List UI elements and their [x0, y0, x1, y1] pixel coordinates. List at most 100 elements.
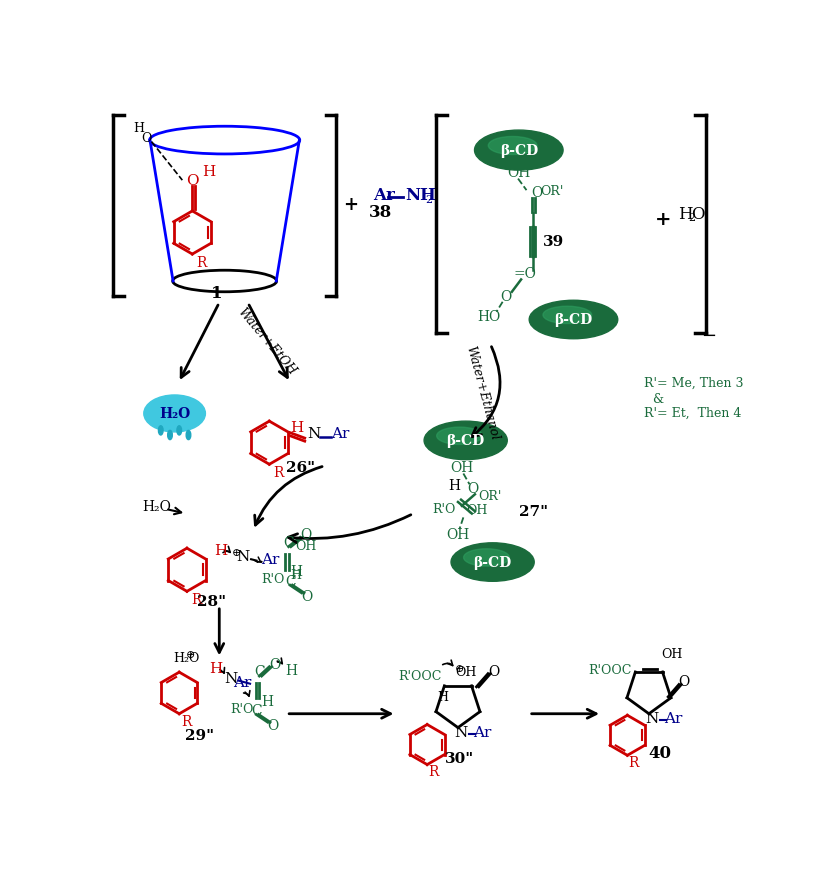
Text: O: O [186, 174, 198, 188]
Text: O: O [142, 131, 152, 144]
Text: O: O [301, 589, 313, 603]
Text: N: N [645, 711, 658, 726]
Text: +: + [654, 211, 671, 229]
Text: OH: OH [507, 167, 530, 180]
Text: −: − [700, 327, 716, 345]
Text: C: C [285, 574, 296, 588]
Text: C: C [283, 535, 294, 549]
Text: Water+EtOH: Water+EtOH [235, 305, 299, 377]
Text: 40: 40 [648, 744, 672, 761]
Text: H₂O: H₂O [142, 500, 171, 513]
Text: R'O: R'O [433, 502, 456, 515]
Text: ⊕: ⊕ [185, 649, 195, 659]
Text: O: O [691, 206, 705, 222]
Text: R: R [182, 714, 192, 727]
Text: N: N [454, 726, 468, 740]
Text: R'= Me, Then 3: R'= Me, Then 3 [644, 377, 744, 390]
Text: OH: OH [295, 539, 316, 552]
Text: O: O [268, 719, 279, 733]
Text: Ar: Ar [373, 187, 395, 204]
Text: H: H [291, 421, 304, 435]
Text: 26": 26" [286, 461, 315, 475]
Text: H: H [134, 122, 145, 136]
Ellipse shape [451, 543, 534, 581]
Text: OH: OH [467, 503, 488, 517]
Text: O: O [531, 186, 542, 200]
Text: H: H [285, 663, 297, 677]
Text: &: & [653, 392, 664, 405]
Ellipse shape [543, 307, 591, 324]
Text: R'O: R'O [262, 573, 285, 586]
Text: R'OOC: R'OOC [398, 669, 441, 682]
Text: 1: 1 [211, 284, 223, 302]
Ellipse shape [168, 431, 173, 440]
Text: 2: 2 [689, 213, 695, 223]
Text: OR': OR' [540, 184, 563, 198]
Text: H: H [202, 165, 216, 179]
Text: β-CD: β-CD [554, 313, 592, 327]
Text: Ar: Ar [233, 675, 252, 689]
Text: ⊕: ⊕ [455, 663, 464, 672]
Text: R: R [273, 465, 284, 479]
Text: R: R [191, 593, 202, 606]
Text: Ar: Ar [473, 726, 491, 740]
Text: R'OOC: R'OOC [589, 663, 632, 676]
Text: H: H [437, 690, 448, 703]
Text: ⊕: ⊕ [231, 548, 241, 557]
Ellipse shape [529, 301, 618, 339]
Ellipse shape [144, 395, 206, 432]
Ellipse shape [488, 137, 537, 155]
Ellipse shape [437, 428, 482, 445]
Text: C: C [254, 664, 264, 679]
Text: β-CD: β-CD [447, 434, 485, 448]
Text: NH: NH [406, 187, 436, 204]
Text: 28": 28" [197, 594, 226, 608]
Text: R'= Et,  Then 4: R'= Et, Then 4 [644, 406, 742, 419]
Text: R: R [428, 765, 439, 779]
Text: H: H [261, 694, 273, 708]
Text: 2: 2 [425, 195, 432, 206]
Text: H: H [291, 568, 301, 581]
Text: R'O: R'O [230, 702, 254, 715]
Text: N: N [307, 427, 320, 441]
Text: H₂O: H₂O [173, 651, 199, 664]
Text: OH: OH [662, 648, 683, 660]
Text: H: H [678, 206, 692, 222]
Text: O: O [679, 674, 690, 688]
Text: H₂O: H₂O [159, 407, 190, 421]
Text: O: O [500, 290, 511, 304]
Text: R: R [197, 255, 206, 269]
Text: 38: 38 [369, 204, 392, 221]
Text: O: O [300, 528, 311, 541]
Text: H: H [449, 478, 460, 493]
Text: Water+Ethanol: Water+Ethanol [463, 344, 501, 441]
Text: C: C [251, 703, 262, 717]
Ellipse shape [474, 131, 563, 171]
Text: N: N [224, 671, 237, 685]
Text: +: + [343, 196, 358, 214]
Text: O: O [468, 482, 479, 495]
Text: O: O [269, 657, 280, 671]
Text: OH: OH [450, 461, 473, 475]
Ellipse shape [159, 426, 163, 436]
Text: 30": 30" [445, 751, 474, 766]
Ellipse shape [424, 422, 507, 460]
Text: HO: HO [477, 310, 501, 324]
Ellipse shape [463, 549, 510, 566]
Text: Ar: Ar [331, 427, 349, 441]
Text: 27": 27" [519, 505, 548, 518]
Text: OH: OH [446, 528, 470, 541]
Text: 29": 29" [186, 727, 215, 742]
Text: Ar: Ar [261, 552, 279, 566]
Text: β-CD: β-CD [473, 556, 512, 570]
Text: 39: 39 [543, 235, 564, 249]
Text: =O: =O [514, 267, 536, 281]
Text: β-CD: β-CD [500, 144, 538, 158]
Ellipse shape [177, 426, 182, 436]
Text: Ar: Ar [664, 711, 683, 726]
Text: OH: OH [455, 665, 477, 678]
Text: H: H [214, 543, 227, 557]
Ellipse shape [186, 431, 191, 440]
Text: OR': OR' [478, 490, 502, 502]
Text: R: R [629, 756, 638, 769]
